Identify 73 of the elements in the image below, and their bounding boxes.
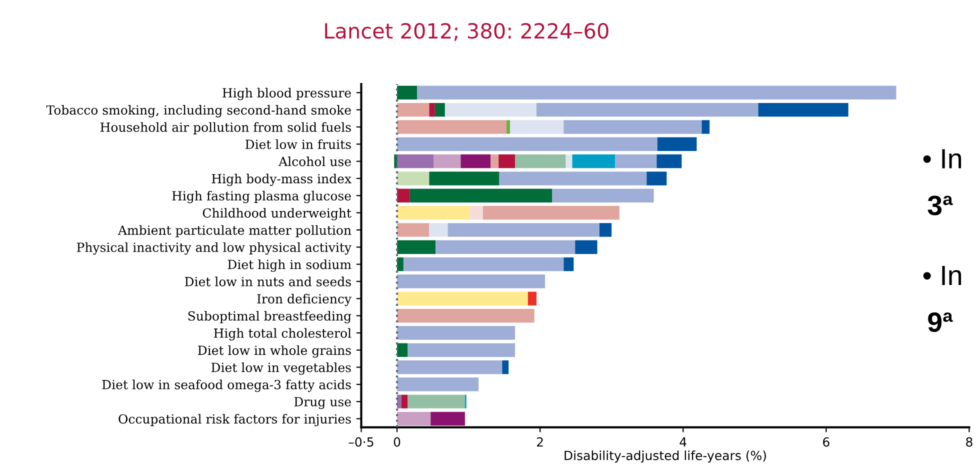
bar (397, 274, 546, 288)
y-tick-label: Diet low in fruits (246, 139, 351, 150)
y-tick-label: High body-mass index (212, 174, 352, 186)
bar (429, 223, 448, 237)
bar (397, 326, 516, 340)
bar (397, 102, 430, 117)
annotation: • In (923, 149, 962, 168)
x-tick-label: 6 (823, 437, 830, 447)
bar (470, 206, 483, 220)
bar (515, 154, 566, 168)
bar (448, 223, 600, 237)
bar (490, 154, 499, 168)
bar (615, 154, 657, 168)
bar (403, 257, 564, 272)
y-tick-label: Diet low in whole grains (198, 345, 351, 358)
y-tick-label: Diet low in seafood omega-3 fatty acids (102, 380, 351, 392)
y-tick-label: Diet low in vegetables (211, 362, 351, 375)
bar (460, 154, 491, 168)
bar (397, 223, 430, 237)
bar (397, 394, 402, 408)
bar (599, 223, 612, 237)
y-tick-label: Alcohol use (278, 156, 351, 166)
y-tick-label: Diet low in nuts and seeds (184, 276, 351, 286)
y-tick-label: High fasting plasma glucose (172, 190, 351, 204)
bar (552, 188, 654, 202)
bar (572, 154, 616, 168)
bar (498, 154, 516, 168)
bar (408, 343, 516, 357)
bar (417, 86, 896, 100)
annotation: 9ª (928, 312, 953, 332)
x-tick-label: –0·5 (348, 437, 374, 447)
bar (430, 412, 465, 426)
bar (656, 154, 682, 168)
x-tick-label: 0 (394, 437, 400, 447)
bar (397, 360, 502, 374)
bar (506, 120, 510, 134)
annotation: • In (923, 266, 962, 286)
x-tick-label: 2 (537, 437, 543, 447)
bar (397, 120, 506, 134)
y-tick-label: Occupational risk factors for injuries (118, 414, 351, 426)
y-tick-label: High blood pressure (222, 88, 351, 100)
y-tick-label: Tobacco smoking, including second-hand smoke (46, 105, 351, 118)
bar (397, 137, 658, 151)
bar (646, 172, 667, 186)
x-tick-label: 4 (680, 437, 686, 447)
bar (397, 206, 470, 220)
bar (397, 292, 528, 306)
bar (397, 172, 430, 186)
x-tick-label: 8 (966, 437, 972, 447)
x-axis-title: Disability-adjusted life-years (%) (564, 450, 766, 463)
chart-title: Lancet 2012; 380: 2224–60 (325, 22, 608, 41)
y-tick-label: Iron deficiency (257, 294, 352, 306)
y-tick-label: Physical inactivity and low physical activity (76, 242, 352, 255)
bar (397, 154, 434, 168)
bar (482, 206, 620, 220)
bar (397, 412, 431, 426)
annotation: 3ª (928, 196, 953, 216)
bar (528, 292, 536, 306)
y-tick-label: High total cholesterol (214, 328, 352, 340)
bar (566, 154, 572, 168)
bar (433, 154, 461, 168)
y-tick-label: Ambient particulate matter pollution (118, 225, 352, 238)
bar (499, 172, 647, 186)
y-tick-label: Childhood underweight (202, 208, 352, 220)
bar (436, 240, 576, 254)
bar (444, 102, 536, 117)
y-tick-label: Drug use (294, 397, 351, 409)
bar (397, 378, 479, 392)
y-tick-label: Household air pollution from solid fuels (100, 122, 351, 134)
bar (397, 308, 534, 323)
y-tick-label: Suboptimal breastfeeding (188, 311, 352, 324)
y-tick-label: Diet high in sodium (228, 260, 352, 272)
bar (510, 120, 564, 134)
